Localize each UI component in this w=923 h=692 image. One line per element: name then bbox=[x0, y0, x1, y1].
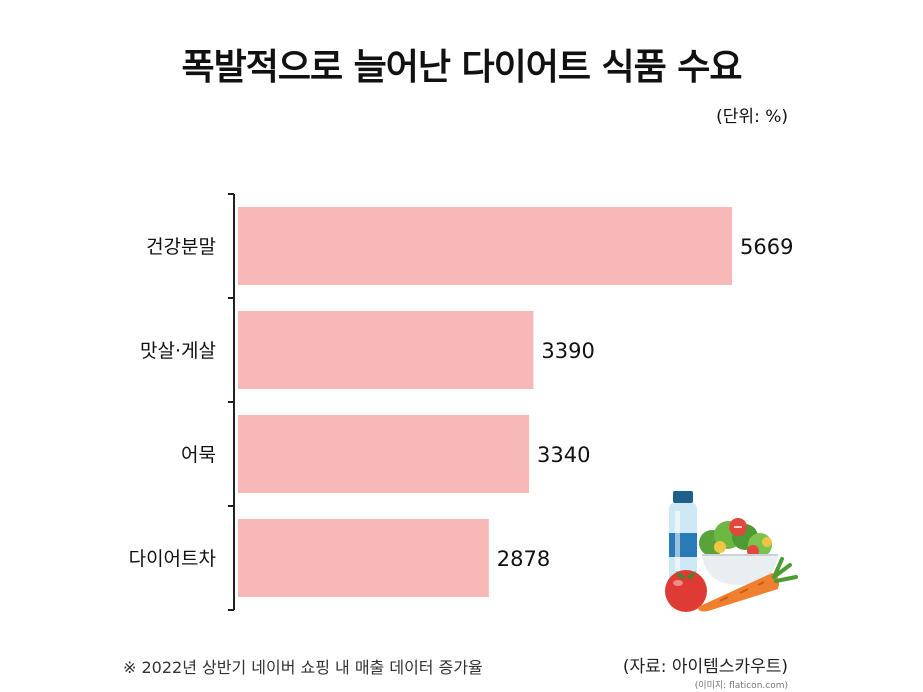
salad-icon bbox=[699, 518, 778, 585]
chart-title: 폭발적으로 늘어난 다이어트 식품 수요 bbox=[181, 47, 742, 88]
carrot-icon bbox=[698, 557, 798, 612]
category-label: 맛살·게살 bbox=[140, 340, 216, 362]
unit-label: (단위: %) bbox=[716, 107, 788, 127]
source-label: (자료: 아이템스카우트) bbox=[622, 657, 788, 677]
diet-food-illustration bbox=[665, 491, 798, 612]
category-label: 건강분말 bbox=[146, 236, 216, 258]
bar bbox=[238, 415, 530, 493]
footnote: ※ 2022년 상반기 네이버 쇼핑 내 매출 데이터 증가율 bbox=[123, 658, 483, 677]
image-credit: (이미지: flaticon.com) bbox=[694, 681, 788, 691]
bar bbox=[238, 311, 534, 389]
category-label: 어묵 bbox=[181, 444, 216, 466]
bar bbox=[238, 207, 732, 285]
bar bbox=[238, 519, 489, 597]
category-label: 다이어트차 bbox=[129, 548, 216, 570]
value-label: 3390 bbox=[541, 339, 594, 363]
water-bottle-icon bbox=[669, 491, 697, 587]
value-label: 5669 bbox=[740, 235, 793, 259]
value-label: 3340 bbox=[537, 443, 590, 467]
tomato-icon bbox=[665, 570, 707, 612]
value-label: 2878 bbox=[497, 547, 550, 571]
